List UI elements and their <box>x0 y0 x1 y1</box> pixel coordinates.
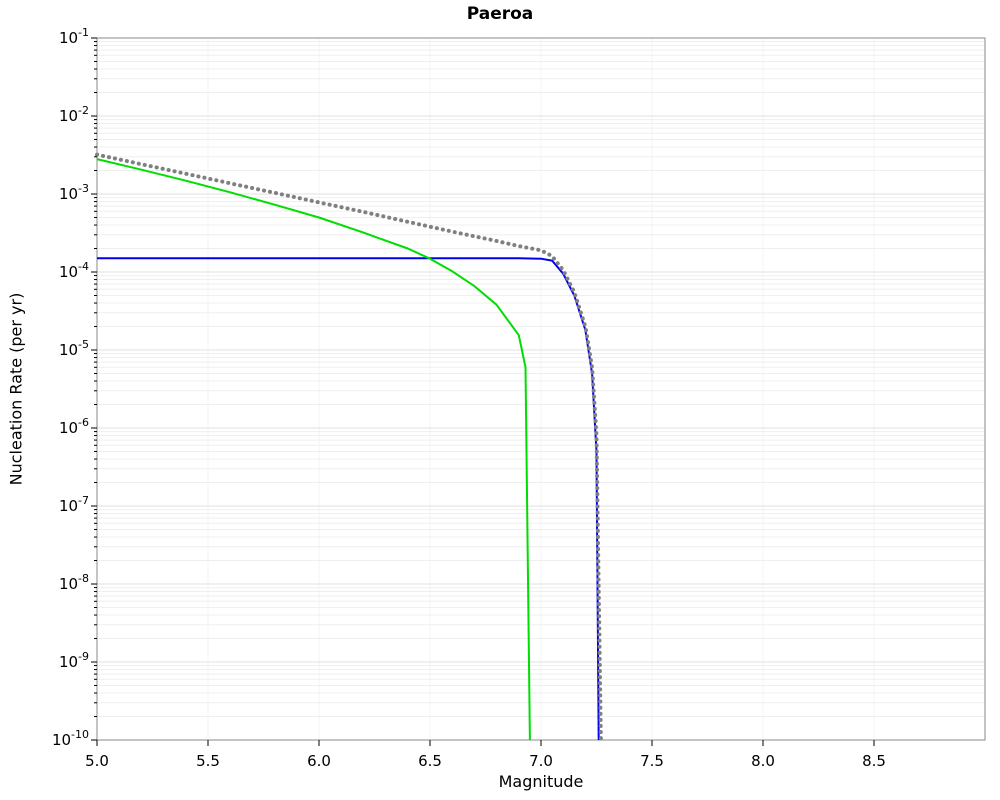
series-gray-dotted-curve <box>95 152 603 742</box>
y-tick-label: 10-3 <box>59 182 89 203</box>
y-tick-label: 10-2 <box>59 104 89 125</box>
y-tick-label: 10-8 <box>59 572 89 593</box>
x-tick-label: 8.5 <box>862 752 886 770</box>
x-tick-label: 5.5 <box>196 752 220 770</box>
x-tick-label: 8.0 <box>751 752 775 770</box>
y-tick-label: 10-4 <box>59 260 89 281</box>
x-tick-label: 7.0 <box>529 752 553 770</box>
y-tick-label: 10-10 <box>52 728 89 749</box>
series-blue-solid-curve <box>97 257 600 741</box>
x-axis-label: Magnitude <box>498 772 584 791</box>
y-tick-label: 10-9 <box>59 650 89 671</box>
y-tick-label: 10-7 <box>59 494 89 515</box>
chart-title: Paeroa <box>466 4 534 24</box>
x-tick-label: 6.0 <box>307 752 331 770</box>
y-tick-label: 10-6 <box>59 416 89 437</box>
x-tick-label: 6.5 <box>418 752 442 770</box>
x-tick-label: 5.0 <box>85 752 109 770</box>
x-tick-label: 7.5 <box>640 752 664 770</box>
y-tick-label: 10-5 <box>59 338 89 359</box>
series-green-solid-curve <box>96 158 531 741</box>
y-tick-label: 10-1 <box>59 26 89 47</box>
y-axis-label: Nucleation Rate (per yr) <box>6 292 26 486</box>
